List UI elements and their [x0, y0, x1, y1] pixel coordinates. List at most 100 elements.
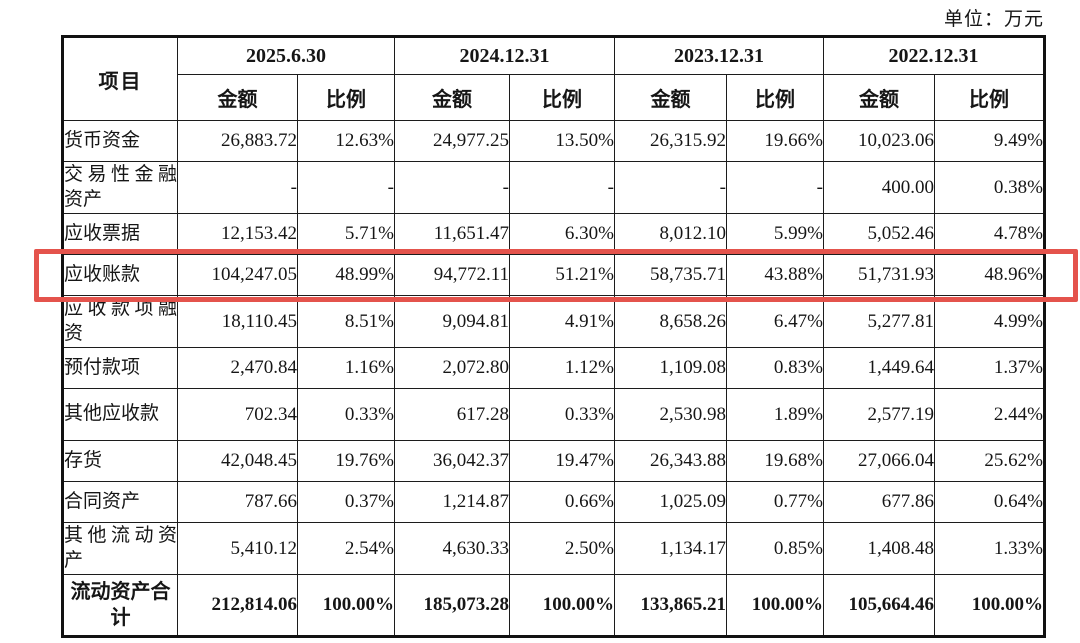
amount-value: 26,883.72	[177, 120, 298, 162]
amount-value: 2,577.19	[823, 388, 935, 441]
ratio-value: 100.00%	[297, 574, 395, 637]
ratio-value: 19.47%	[509, 440, 615, 482]
amount-value: 42,048.45	[177, 440, 298, 482]
row-label: 应收票据	[62, 213, 178, 255]
ratio-value: 19.76%	[297, 440, 395, 482]
amount-value: 58,735.71	[614, 254, 727, 296]
amount-value: 18,110.45	[177, 295, 298, 348]
amount-value: 105,664.46	[823, 574, 935, 637]
amount-value: 5,277.81	[823, 295, 935, 348]
amount-value: 677.86	[823, 481, 935, 523]
amount-value: 702.34	[177, 388, 298, 441]
period-header-2022: 2022.12.31	[823, 36, 1045, 75]
ratio-value: 2.54%	[297, 522, 395, 575]
amount-header: 金额	[177, 74, 298, 121]
amount-value: 1,449.64	[823, 347, 935, 389]
amount-value: 1,109.08	[614, 347, 727, 389]
amount-value: 5,052.46	[823, 213, 935, 255]
ratio-value: 25.62%	[934, 440, 1045, 482]
amount-value: 10,023.06	[823, 120, 935, 162]
ratio-value: 5.99%	[726, 213, 824, 255]
ratio-value: 6.30%	[509, 213, 615, 255]
amount-value: 94,772.11	[394, 254, 510, 296]
ratio-value: 2.50%	[509, 522, 615, 575]
amount-header: 金额	[614, 74, 727, 121]
amount-value: 1,025.09	[614, 481, 727, 523]
amount-value: 2,530.98	[614, 388, 727, 441]
ratio-value: 0.85%	[726, 522, 824, 575]
table-row: 应收票据 12,153.42 5.71% 11,651.47 6.30% 8,012.10…	[62, 213, 1045, 255]
ratio-value: 9.49%	[934, 120, 1045, 162]
ratio-header: 比例	[934, 74, 1045, 121]
ratio-header: 比例	[509, 74, 615, 121]
ratio-value: 0.66%	[509, 481, 615, 523]
ratio-value: 100.00%	[726, 574, 824, 637]
ratio-value: 0.37%	[297, 481, 395, 523]
ratio-value: 0.77%	[726, 481, 824, 523]
amount-value: 1,408.48	[823, 522, 935, 575]
ratio-value: 4.78%	[934, 213, 1045, 255]
ratio-value: 2.44%	[934, 388, 1045, 441]
ratio-value: 51.21%	[509, 254, 615, 296]
amount-value: 9,094.81	[394, 295, 510, 348]
amount-value: 12,153.42	[177, 213, 298, 255]
table-row: 应收款项融资 18,110.45 8.51% 9,094.81 4.91% 8,658.2…	[62, 295, 1045, 348]
amount-value: 400.00	[823, 161, 935, 214]
amount-header: 金额	[394, 74, 510, 121]
amount-value: -	[614, 161, 727, 214]
ratio-value: 1.37%	[934, 347, 1045, 389]
item-column-header: 项目	[62, 36, 178, 121]
ratio-value: 1.16%	[297, 347, 395, 389]
row-label: 交易性金融资产	[62, 161, 178, 214]
ratio-value: 0.33%	[509, 388, 615, 441]
ratio-value: 0.33%	[297, 388, 395, 441]
amount-value: -	[177, 161, 298, 214]
amount-value: 5,410.12	[177, 522, 298, 575]
ratio-value: -	[509, 161, 615, 214]
ratio-value: 1.33%	[934, 522, 1045, 575]
period-header-2025: 2025.6.30	[177, 36, 395, 75]
amount-header: 金额	[823, 74, 935, 121]
table-row: 存货 42,048.45 19.76% 36,042.37 19.47% 26,343.8…	[62, 440, 1045, 482]
amount-value: 11,651.47	[394, 213, 510, 255]
amount-value: 185,073.28	[394, 574, 510, 637]
row-label: 预付款项	[62, 347, 178, 389]
ratio-value: 43.88%	[726, 254, 824, 296]
ratio-value: 8.51%	[297, 295, 395, 348]
current-assets-table: 项目 2025.6.30 2024.12.31 2023.12.31 2022.…	[61, 35, 1046, 638]
amount-value: 24,977.25	[394, 120, 510, 162]
ratio-value: 0.83%	[726, 347, 824, 389]
ratio-value: 1.89%	[726, 388, 824, 441]
row-label: 其他应收款	[62, 388, 178, 441]
ratio-value: 13.50%	[509, 120, 615, 162]
row-label: 应收账款	[62, 254, 178, 296]
row-label: 存货	[62, 440, 178, 482]
ratio-value: 5.71%	[297, 213, 395, 255]
period-header-2024: 2024.12.31	[394, 36, 615, 75]
amount-value: 4,630.33	[394, 522, 510, 575]
ratio-value: -	[297, 161, 395, 214]
ratio-value: 48.99%	[297, 254, 395, 296]
table-row: 其他流动资产 5,410.12 2.54% 4,630.33 2.50% 1,134.17…	[62, 522, 1045, 575]
ratio-value: 4.91%	[509, 295, 615, 348]
header-period-row: 项目 2025.6.30 2024.12.31 2023.12.31 2022.…	[62, 36, 1045, 121]
amount-value: 26,315.92	[614, 120, 727, 162]
ratio-value: 100.00%	[509, 574, 615, 637]
amount-value: 133,865.21	[614, 574, 727, 637]
ratio-header: 比例	[726, 74, 824, 121]
ratio-value: 4.99%	[934, 295, 1045, 348]
row-label: 流动资产合计	[62, 574, 178, 637]
amount-value: 36,042.37	[394, 440, 510, 482]
amount-value: 27,066.04	[823, 440, 935, 482]
amount-value: 617.28	[394, 388, 510, 441]
amount-value: 1,214.87	[394, 481, 510, 523]
amount-value: 2,072.80	[394, 347, 510, 389]
amount-value: 787.66	[177, 481, 298, 523]
header-sub-row: 金额 比例 金额 比例 金额 比例 金额 比例	[63, 74, 1045, 121]
amount-value: 8,012.10	[614, 213, 727, 255]
ratio-value: 6.47%	[726, 295, 824, 348]
ratio-value: 19.66%	[726, 120, 824, 162]
amount-value: 1,134.17	[614, 522, 727, 575]
ratio-value: 0.38%	[934, 161, 1045, 214]
table-row: 货币资金 26,883.72 12.63% 24,977.25 13.50% 26,315…	[62, 120, 1045, 162]
